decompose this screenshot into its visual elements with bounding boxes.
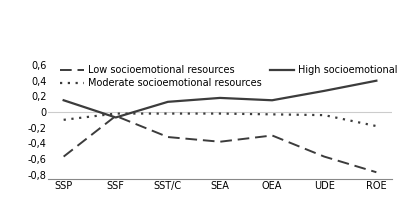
Legend: Low socioemotional resources, Moderate socioemotional resources, High socioemoti: Low socioemotional resources, Moderate s… [56, 61, 400, 92]
